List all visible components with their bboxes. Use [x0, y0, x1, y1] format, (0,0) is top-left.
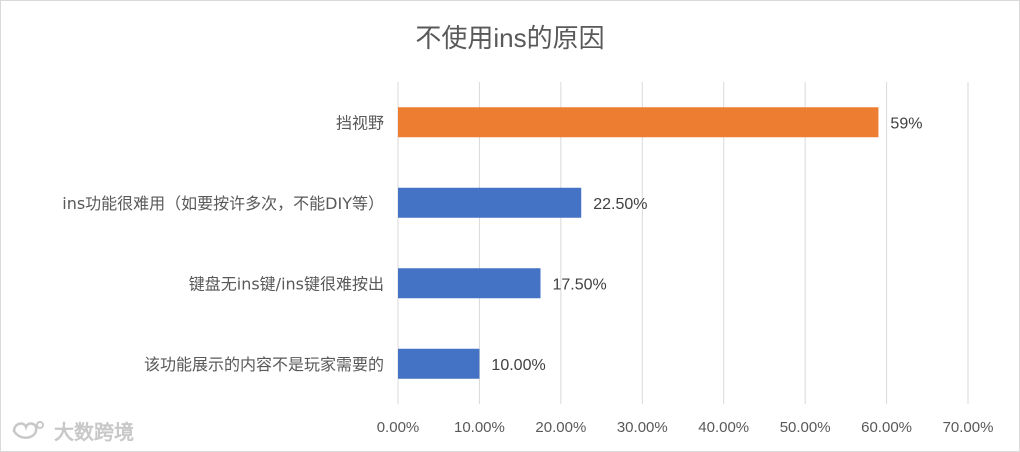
category-label: 键盘无ins键/ins键很难按出	[189, 274, 384, 293]
watermark: 大数跨境	[8, 416, 134, 445]
data-label: 10.00%	[491, 357, 545, 374]
bars	[398, 107, 879, 379]
chart-title: 不使用ins的原因	[415, 23, 605, 53]
category-label: ins功能很难用（如要按许多次，不能DIY等）	[62, 194, 384, 213]
category-labels: 挡视野 ins功能很难用（如要按许多次，不能DIY等） 键盘无ins键/ins键很难…	[62, 113, 384, 374]
x-tick-label: 0.00%	[377, 419, 420, 436]
data-labels: 59% 22.50% 17.50% 10.00%	[491, 115, 922, 374]
category-label: 该功能展示的内容不是玩家需要的	[144, 355, 384, 374]
x-tick-label: 20.00%	[535, 419, 586, 436]
bar	[398, 107, 879, 138]
data-label: 59%	[890, 115, 922, 132]
category-label: 挡视野	[336, 113, 384, 132]
x-tick-label: 50.00%	[780, 419, 831, 436]
bar	[398, 187, 582, 218]
watermark-text: 大数跨境	[54, 422, 134, 444]
bar	[398, 348, 480, 379]
x-tick-label: 40.00%	[698, 419, 749, 436]
data-label: 17.50%	[553, 276, 607, 293]
x-tick-label: 70.00%	[943, 419, 994, 436]
x-tick-label: 60.00%	[861, 419, 912, 436]
x-tick-label: 30.00%	[617, 419, 668, 436]
watermark-logo-icon	[12, 420, 44, 439]
data-label: 22.50%	[593, 196, 647, 213]
x-tick-label: 10.00%	[454, 419, 505, 436]
x-tick-labels: 0.00% 10.00% 20.00% 30.00% 40.00% 50.00% 60.00…	[377, 419, 994, 436]
bar	[398, 268, 541, 299]
